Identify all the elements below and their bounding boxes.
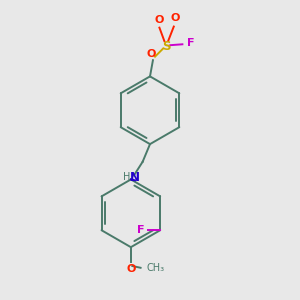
Text: S: S: [162, 40, 170, 52]
Text: F: F: [187, 38, 194, 48]
Text: H: H: [123, 172, 130, 182]
Text: O: O: [171, 14, 180, 23]
Text: N: N: [130, 171, 140, 184]
Text: O: O: [147, 49, 156, 59]
Text: CH₃: CH₃: [146, 263, 165, 273]
Text: F: F: [137, 225, 145, 235]
Text: O: O: [154, 15, 164, 25]
Text: O: O: [126, 264, 136, 274]
